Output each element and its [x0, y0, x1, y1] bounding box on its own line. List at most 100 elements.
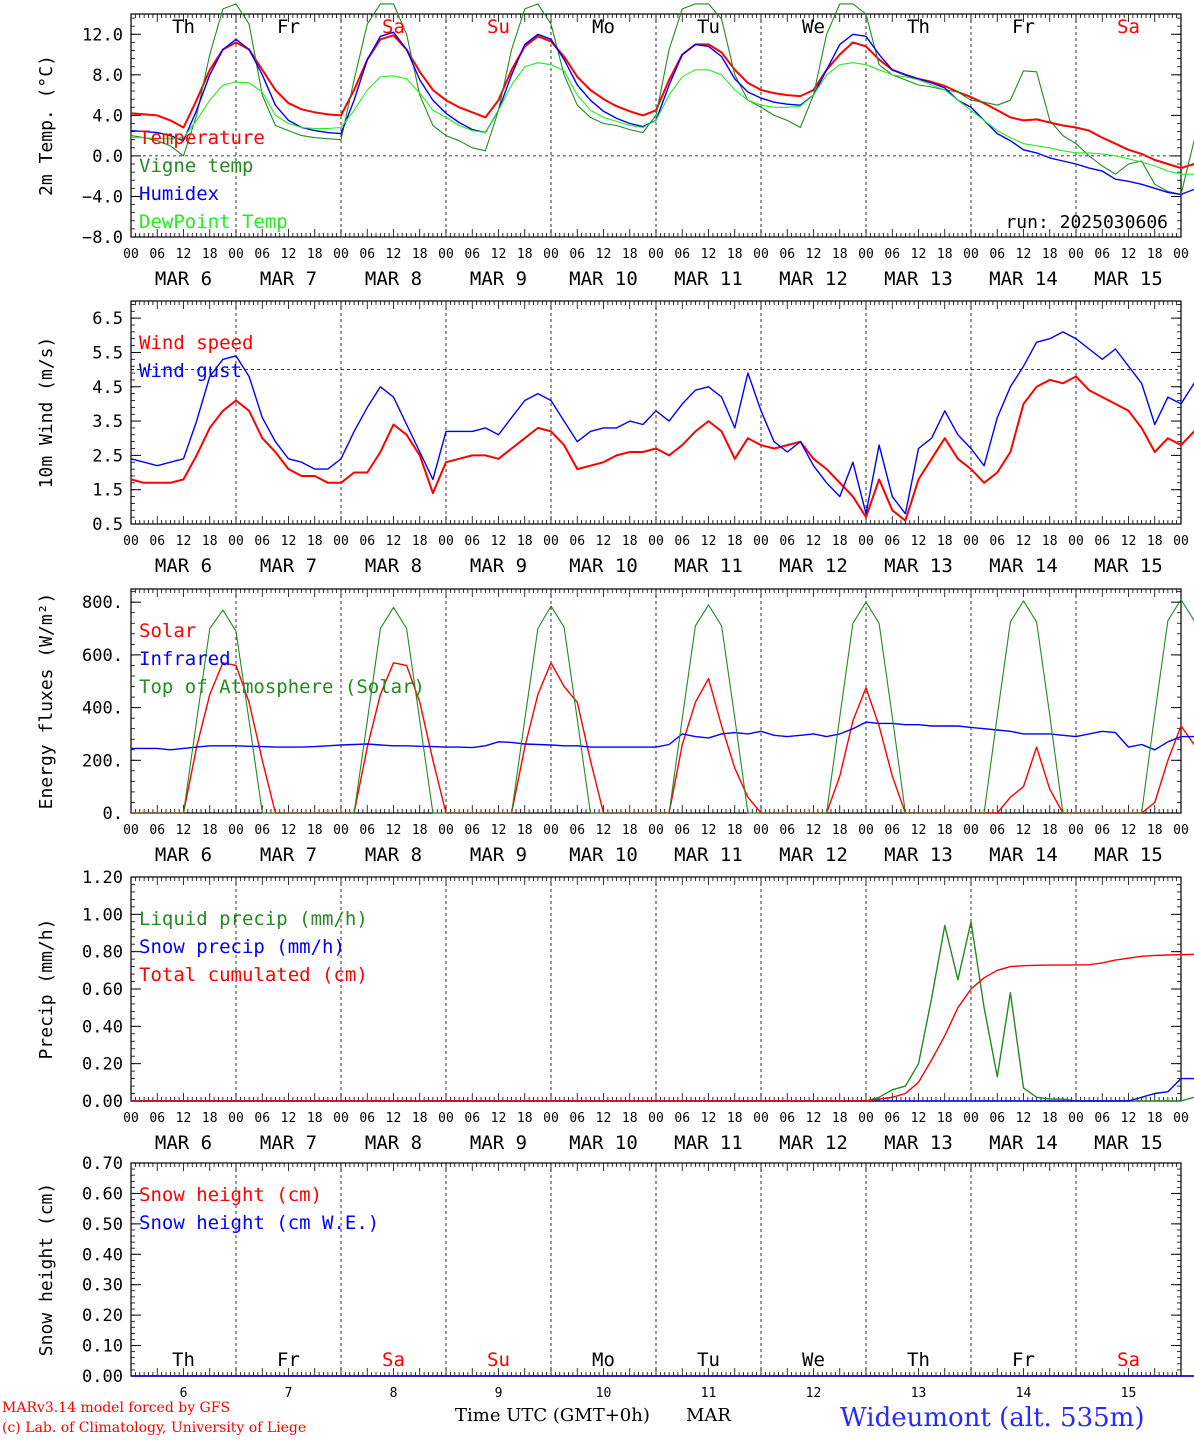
hour-tick-label: 00 — [1068, 247, 1084, 262]
hour-tick-label: 00 — [333, 1111, 349, 1126]
hour-tick-label: 18 — [412, 1111, 428, 1126]
hour-tick-label: 00 — [648, 1111, 664, 1126]
day-name-label: Mo — [592, 1349, 615, 1371]
hour-tick-label: 12 — [596, 247, 612, 262]
hour-tick-label: 06 — [989, 247, 1005, 262]
hour-tick-label: 12 — [491, 1111, 507, 1126]
hour-tick-label: 06 — [464, 823, 480, 838]
series-infrared — [131, 721, 1194, 751]
series-solar — [131, 662, 1194, 814]
date-label: MAR 15 — [1094, 555, 1163, 577]
hour-tick-label: 06 — [779, 247, 795, 262]
hour-tick-label: 00 — [333, 247, 349, 262]
hour-tick-label: 06 — [989, 534, 1005, 549]
hour-tick-label: 00 — [963, 1111, 979, 1126]
hour-tick-label: 06 — [1094, 247, 1110, 262]
y-axis-label: 10m Wind (m/s) — [36, 337, 57, 489]
series-top-of-atmosphere-solar — [131, 598, 1194, 814]
legend-vigne-temp: Vigne temp — [139, 155, 253, 177]
date-label: MAR 10 — [569, 555, 638, 577]
hour-tick-label: 18 — [832, 534, 848, 549]
date-label: MAR 13 — [884, 1132, 953, 1154]
hour-tick-label: 12 — [911, 534, 927, 549]
hour-tick-label: 18 — [1042, 247, 1058, 262]
hour-tick-label: 00 — [648, 823, 664, 838]
hour-tick-label: 18 — [622, 823, 638, 838]
hour-tick-label: 06 — [149, 534, 165, 549]
hour-tick-label: 06 — [359, 247, 375, 262]
hour-tick-label: 12 — [596, 1111, 612, 1126]
day-number-label: 8 — [390, 1386, 398, 1401]
date-label: MAR 12 — [779, 1132, 848, 1154]
hour-tick-label: 06 — [149, 1111, 165, 1126]
hour-tick-label: 18 — [727, 247, 743, 262]
y-tick-label: 400. — [82, 699, 123, 719]
hour-tick-label: 06 — [989, 823, 1005, 838]
hour-tick-label: 12 — [1121, 823, 1137, 838]
hour-tick-label: 18 — [517, 1111, 533, 1126]
hour-tick-label: 18 — [202, 247, 218, 262]
date-label: MAR 15 — [1094, 1132, 1163, 1154]
date-label: MAR 14 — [989, 1132, 1058, 1154]
hour-tick-label: 18 — [622, 534, 638, 549]
y-tick-label: 0.10 — [82, 1337, 123, 1357]
hour-tick-label: 18 — [307, 1111, 323, 1126]
hour-tick-label: 06 — [359, 1111, 375, 1126]
day-name-label: Mo — [592, 16, 615, 38]
hour-tick-label: 00 — [858, 247, 874, 262]
hour-tick-label: 06 — [1094, 823, 1110, 838]
y-tick-label: 600. — [82, 646, 123, 666]
hour-tick-label: 12 — [281, 823, 297, 838]
date-label: MAR 13 — [884, 555, 953, 577]
y-tick-label: 0.40 — [82, 1245, 123, 1265]
hour-tick-label: 06 — [149, 823, 165, 838]
date-label: MAR 9 — [470, 268, 527, 290]
hour-tick-label: 12 — [386, 534, 402, 549]
y-tick-label: 0.80 — [82, 943, 123, 963]
hour-tick-label: 06 — [674, 534, 690, 549]
run-label: run: 2025030606 — [1005, 212, 1168, 233]
y-tick-label: 0.70 — [82, 1154, 123, 1174]
legend-snow-height-cm-w-e: Snow height (cm W.E.) — [139, 1212, 379, 1234]
hour-tick-label: 06 — [569, 534, 585, 549]
hour-tick-label: 12 — [386, 823, 402, 838]
hour-tick-label: 18 — [832, 823, 848, 838]
hour-tick-label: 18 — [937, 823, 953, 838]
hour-tick-label: 06 — [254, 1111, 270, 1126]
date-label: MAR 8 — [365, 1132, 422, 1154]
y-tick-label: 1.5 — [92, 481, 123, 501]
hour-tick-label: 12 — [281, 534, 297, 549]
series-total-cumulated-cm — [131, 953, 1194, 1102]
legend-infrared: Infrared — [139, 648, 231, 670]
day-number-label: 9 — [495, 1386, 503, 1401]
date-label: MAR 14 — [989, 844, 1058, 866]
date-label: MAR 11 — [674, 1132, 743, 1154]
y-tick-label: 1.20 — [82, 868, 123, 888]
hour-tick-label: 00 — [543, 823, 559, 838]
y-tick-label: 4.5 — [92, 378, 123, 398]
day-name-label: Sa — [1117, 16, 1140, 38]
day-number-label: 13 — [911, 1386, 927, 1401]
legend-liquid-precip-mm-h: Liquid precip (mm/h) — [139, 908, 368, 930]
series-temperature — [130, 34, 1194, 170]
hour-tick-label: 06 — [779, 534, 795, 549]
hour-tick-label: 06 — [569, 247, 585, 262]
hour-tick-label: 00 — [123, 247, 139, 262]
hour-tick-label: 00 — [963, 534, 979, 549]
hour-tick-label: 06 — [884, 823, 900, 838]
panel-frame — [130, 13, 1182, 238]
hour-tick-label: 00 — [123, 1111, 139, 1126]
model-credit: MARv3.14 model forced by GFS — [2, 1400, 231, 1416]
day-name-label: Fr — [1012, 16, 1035, 38]
y-axis-label: Precip (mm/h) — [36, 919, 57, 1060]
hour-tick-label: 12 — [281, 247, 297, 262]
hour-tick-label: 06 — [884, 247, 900, 262]
hour-tick-label: 18 — [412, 534, 428, 549]
y-tick-label: 2.5 — [92, 446, 123, 466]
y-tick-label: 6.5 — [92, 309, 123, 329]
hour-tick-label: 12 — [176, 823, 192, 838]
day-name-label: Th — [172, 1349, 195, 1371]
hour-tick-label: 12 — [911, 1111, 927, 1126]
date-label: MAR 12 — [779, 844, 848, 866]
y-tick-label: −4.0 — [82, 187, 123, 207]
